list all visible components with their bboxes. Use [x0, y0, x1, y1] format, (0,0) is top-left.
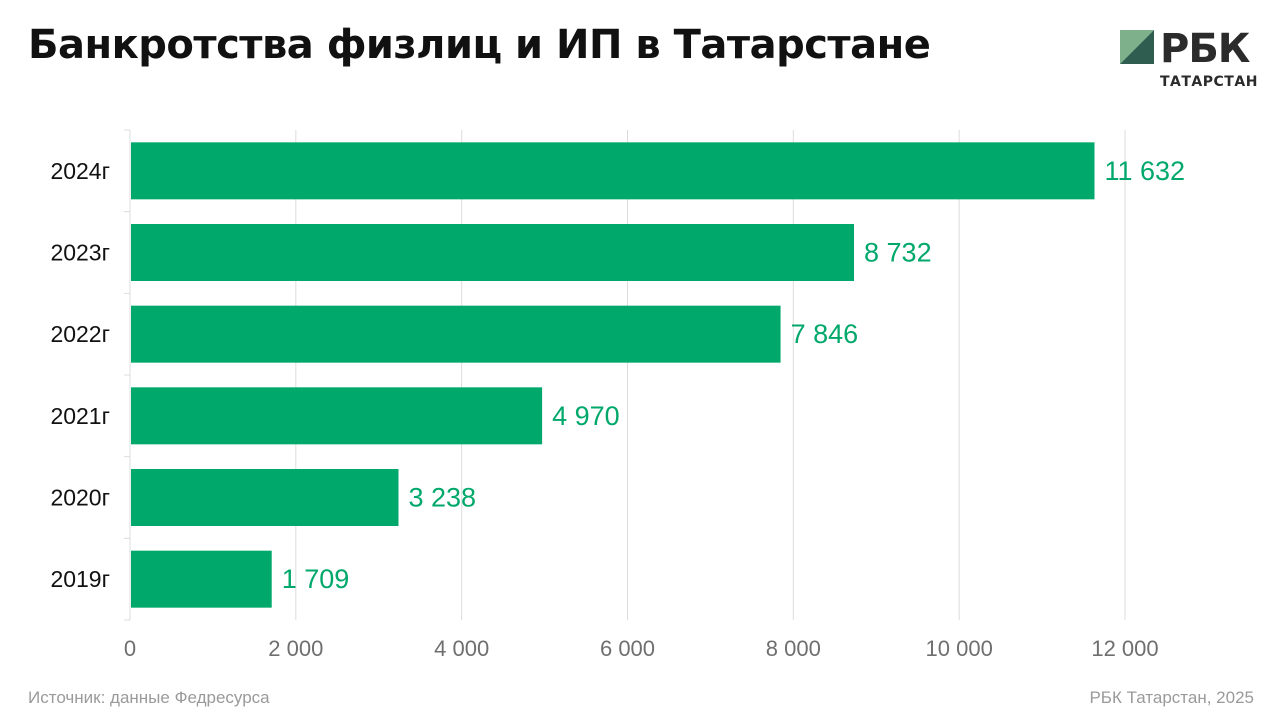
credit-note: РБК Татарстан, 2025 — [1089, 688, 1254, 707]
x-tick-label: 12 000 — [1091, 636, 1158, 661]
bar — [131, 142, 1095, 200]
category-label: 2024г — [50, 158, 110, 184]
bar — [131, 387, 543, 445]
x-tick-label: 8 000 — [766, 636, 821, 661]
category-label: 2023г — [50, 240, 110, 266]
x-tick-label: 2 000 — [268, 636, 323, 661]
category-label: 2021г — [50, 403, 110, 429]
x-tick-label: 0 — [124, 636, 136, 661]
category-label: 2022г — [50, 321, 110, 347]
bar — [131, 550, 272, 608]
x-tick-label: 6 000 — [600, 636, 655, 661]
value-label: 4 970 — [552, 401, 620, 431]
category-label: 2020г — [50, 485, 110, 511]
chart-title: Банкротства физлиц и ИП в Татарстане — [28, 22, 931, 68]
value-label: 1 709 — [282, 564, 350, 594]
logo-main-text: РБК — [1160, 26, 1250, 72]
source-note: Источник: данные Федресурса — [28, 688, 270, 707]
rbc-logo-icon — [1120, 30, 1154, 64]
bar — [131, 305, 781, 363]
logo-sub-text: ТАТАРСТАН — [1160, 74, 1258, 90]
rbc-logo: РБК ТАТАРСТАН — [1120, 26, 1260, 92]
value-label: 7 846 — [791, 319, 859, 349]
bar — [131, 224, 855, 281]
bar — [131, 469, 399, 526]
category-label: 2019г — [50, 566, 110, 592]
value-label: 3 238 — [408, 483, 476, 513]
value-label: 11 632 — [1104, 156, 1185, 186]
x-tick-label: 10 000 — [926, 636, 993, 661]
x-tick-label: 4 000 — [434, 636, 489, 661]
value-label: 8 732 — [864, 238, 932, 268]
